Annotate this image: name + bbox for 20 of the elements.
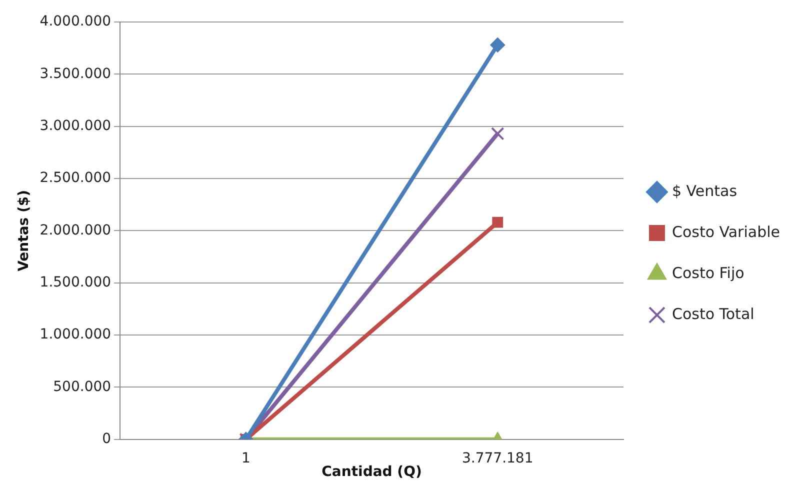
y-tick-label: 4.000.000: [40, 14, 112, 30]
x-tick-label: 1: [241, 450, 250, 466]
legend-label: $ Ventas: [672, 182, 738, 200]
y-tick-label: 2.500.000: [40, 170, 112, 186]
x-axis-title: Cantidad (Q): [322, 464, 422, 480]
y-tick-label: 2.000.000: [40, 222, 112, 238]
point: [492, 216, 504, 228]
y-tick-label: 500.000: [53, 378, 112, 395]
point: [490, 127, 504, 140]
y-tick-label: 3.500.000: [40, 66, 112, 82]
y-axis-title: Ventas ($): [16, 190, 32, 272]
legend-label: Costo Variable: [672, 222, 780, 241]
y-tick-label: 0: [102, 431, 112, 448]
legend-label: Costo Fijo: [672, 264, 744, 282]
y-tick-label: 1.000.000: [40, 326, 112, 343]
point: [490, 37, 506, 52]
x-tick-label: 3.777.181: [462, 450, 534, 466]
y-tick-label: 3.000.000: [40, 118, 112, 134]
legend-label: Costo Total: [672, 304, 754, 323]
y-tick-label: 1.500.000: [40, 274, 112, 291]
